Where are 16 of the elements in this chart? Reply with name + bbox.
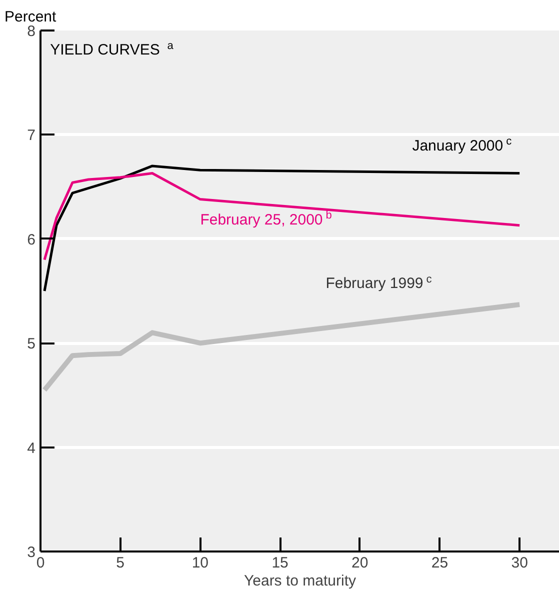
x-axis-title: Years to maturity <box>244 572 356 590</box>
y-tick-label: 4 <box>27 440 36 457</box>
x-tick-label: 0 <box>36 554 45 572</box>
y-tick-label: 7 <box>27 127 36 144</box>
y-axis-title: Percent <box>4 8 58 26</box>
y-tick-label: 5 <box>27 336 36 353</box>
y-tick-label: 6 <box>27 231 36 248</box>
y-tick-label: 3 <box>27 544 36 561</box>
x-tick-label: 25 <box>431 554 448 572</box>
x-tick-label: 5 <box>116 554 125 572</box>
x-tick-label: 10 <box>192 554 209 572</box>
x-tick-label: 30 <box>511 554 528 572</box>
x-tick-label: 15 <box>272 554 288 572</box>
y-tick-label: 8 <box>27 23 36 40</box>
line-series <box>43 172 521 261</box>
x-tick-label: 20 <box>352 554 368 572</box>
